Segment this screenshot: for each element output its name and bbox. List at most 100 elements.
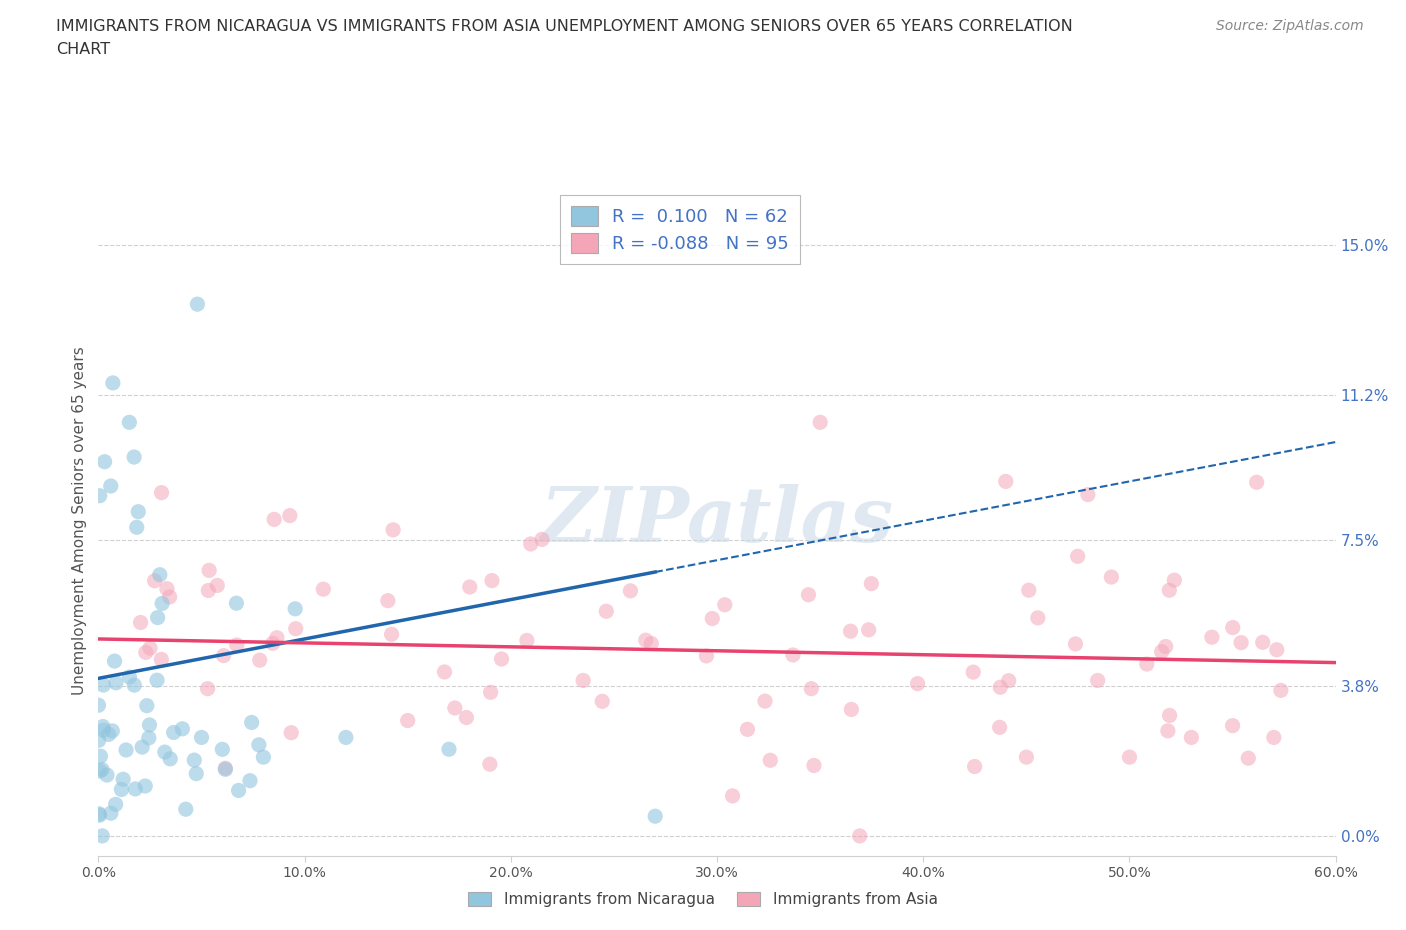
Point xyxy=(1099,569,1122,584)
Point xyxy=(737,722,759,737)
Point xyxy=(91,762,114,777)
Point xyxy=(782,647,804,662)
Point xyxy=(1087,673,1109,688)
Point xyxy=(381,627,404,642)
Point xyxy=(163,725,186,740)
Point xyxy=(312,582,335,597)
Point xyxy=(1077,487,1099,502)
Point xyxy=(212,648,235,663)
Point xyxy=(118,670,141,684)
Point xyxy=(110,782,132,797)
Point xyxy=(860,577,883,591)
Point xyxy=(127,504,149,519)
Point xyxy=(225,638,247,653)
Point xyxy=(93,723,115,737)
Point xyxy=(1157,724,1180,738)
Point xyxy=(1150,644,1173,659)
Point xyxy=(134,778,156,793)
Point xyxy=(159,590,181,604)
Point xyxy=(124,781,146,796)
Point xyxy=(591,694,613,709)
Y-axis label: Unemployment Among Seniors over 65 years: Unemployment Among Seniors over 65 years xyxy=(72,347,87,696)
Point xyxy=(172,722,194,737)
Point xyxy=(962,665,984,680)
Text: ZIPatlas: ZIPatlas xyxy=(540,484,894,558)
Point xyxy=(150,652,173,667)
Point xyxy=(183,752,205,767)
Point xyxy=(754,694,776,709)
Point xyxy=(1263,730,1285,745)
Point xyxy=(211,742,233,757)
Point xyxy=(186,297,208,312)
Point xyxy=(87,733,110,748)
Point xyxy=(1265,643,1288,658)
Point xyxy=(479,684,502,699)
Point xyxy=(249,653,271,668)
Point xyxy=(149,567,172,582)
Point xyxy=(714,597,737,612)
Point xyxy=(759,752,782,767)
Point xyxy=(1222,718,1244,733)
Point xyxy=(87,698,110,712)
Point xyxy=(1136,657,1159,671)
Point xyxy=(100,479,122,494)
Point xyxy=(89,488,111,503)
Point xyxy=(93,678,115,693)
Point xyxy=(1163,573,1185,588)
Point xyxy=(101,724,124,738)
Point xyxy=(284,602,307,617)
Point xyxy=(214,761,236,776)
Point xyxy=(93,454,115,469)
Point xyxy=(280,725,302,740)
Point xyxy=(100,805,122,820)
Point xyxy=(214,762,236,777)
Point xyxy=(284,621,307,636)
Point xyxy=(112,772,135,787)
Point xyxy=(122,678,145,693)
Point xyxy=(444,700,467,715)
Text: CHART: CHART xyxy=(56,42,110,57)
Point xyxy=(103,654,125,669)
Point xyxy=(907,676,929,691)
Point xyxy=(858,622,880,637)
Point xyxy=(808,415,831,430)
Point xyxy=(530,532,553,547)
Point xyxy=(634,632,657,647)
Point xyxy=(963,759,986,774)
Point xyxy=(198,563,221,578)
Point xyxy=(207,578,229,592)
Point xyxy=(797,588,820,603)
Point xyxy=(997,673,1019,688)
Point xyxy=(89,764,111,778)
Point xyxy=(150,596,173,611)
Point xyxy=(135,645,157,660)
Point xyxy=(138,718,160,733)
Point xyxy=(519,537,541,551)
Point xyxy=(263,512,285,526)
Point xyxy=(262,636,284,651)
Point xyxy=(1251,635,1274,650)
Point xyxy=(1230,635,1253,650)
Point xyxy=(266,631,288,645)
Point xyxy=(89,808,111,823)
Point xyxy=(125,520,148,535)
Point xyxy=(516,633,538,648)
Point xyxy=(619,583,641,598)
Point xyxy=(491,652,513,667)
Point xyxy=(640,636,662,651)
Point xyxy=(800,682,823,697)
Point xyxy=(91,829,114,844)
Point xyxy=(118,415,141,430)
Point xyxy=(1066,549,1088,564)
Point xyxy=(644,809,666,824)
Point xyxy=(197,682,219,697)
Point xyxy=(1159,583,1181,598)
Point xyxy=(1154,639,1177,654)
Point xyxy=(437,742,460,757)
Point xyxy=(240,715,263,730)
Point xyxy=(96,767,118,782)
Point xyxy=(129,615,152,630)
Point xyxy=(153,745,176,760)
Point xyxy=(150,485,173,500)
Point xyxy=(131,739,153,754)
